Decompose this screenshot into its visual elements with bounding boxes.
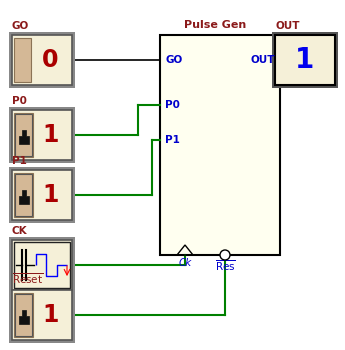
Bar (9, 237, 75, 293)
Text: P1: P1 (165, 135, 180, 145)
Text: 0: 0 (42, 48, 59, 72)
Text: P0: P0 (12, 96, 27, 106)
Text: 1: 1 (295, 46, 315, 74)
Bar (15, 294, 32, 336)
Text: OUT: OUT (275, 21, 299, 31)
Bar (9, 107, 75, 163)
Bar (12, 290, 72, 340)
Polygon shape (19, 130, 29, 144)
Text: 1: 1 (42, 303, 59, 327)
Bar (9, 32, 75, 88)
Bar (9, 167, 75, 223)
Circle shape (220, 250, 230, 260)
Bar (160, 35, 280, 255)
Polygon shape (19, 309, 29, 323)
Text: P1: P1 (12, 156, 27, 166)
Bar (14, 38, 31, 82)
Bar (12, 170, 72, 220)
Bar (15, 174, 32, 216)
Bar (272, 32, 338, 88)
Bar (14, 113, 33, 157)
Text: GO: GO (12, 21, 29, 31)
Bar (274, 34, 336, 86)
Text: GO: GO (165, 55, 182, 65)
Bar (14, 173, 33, 217)
Bar (275, 35, 335, 85)
Bar (12, 110, 72, 160)
Text: OUT: OUT (250, 55, 275, 65)
Text: 1: 1 (42, 183, 59, 207)
Polygon shape (19, 189, 29, 203)
Text: P0: P0 (165, 100, 180, 110)
Bar (9, 287, 75, 343)
Text: 1: 1 (42, 123, 59, 147)
Text: Ck: Ck (178, 258, 191, 268)
Text: $\overline{\mathrm{Res}}$: $\overline{\mathrm{Res}}$ (215, 258, 236, 273)
Bar (12, 35, 72, 85)
Text: $\overline{\mathrm{Reset}}$: $\overline{\mathrm{Reset}}$ (12, 271, 43, 286)
Bar (12, 240, 72, 290)
Bar (15, 114, 32, 156)
Bar (14, 293, 33, 337)
Text: Pulse Gen: Pulse Gen (184, 20, 246, 30)
Bar (14, 242, 70, 288)
Text: CK: CK (12, 226, 28, 236)
